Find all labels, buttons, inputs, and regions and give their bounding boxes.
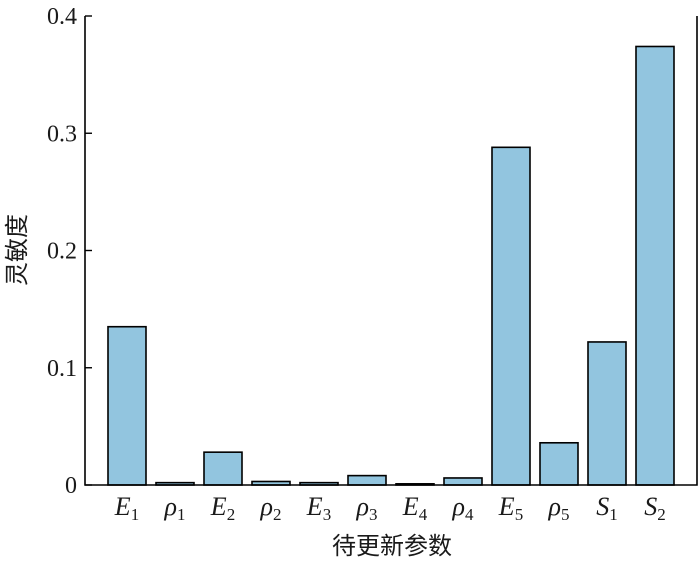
bar-E5 bbox=[491, 146, 531, 486]
x-tick-label: S1 bbox=[596, 492, 618, 524]
y-axis-ticks: 0 0.1 0.2 0.3 0.4 bbox=[47, 4, 92, 499]
x-axis-title: 待更新参数 bbox=[332, 532, 452, 560]
x-tick-label: ρ1 bbox=[164, 492, 186, 524]
y-tick-label: 0.2 bbox=[47, 239, 77, 265]
axes-frame bbox=[84, 16, 698, 486]
x-tick-label: E3 bbox=[306, 492, 331, 524]
bar-ρ4 bbox=[443, 477, 483, 486]
bar-S1 bbox=[587, 341, 627, 486]
bars bbox=[107, 45, 675, 486]
x-tick-label: E4 bbox=[402, 492, 428, 524]
x-tick-label: ρ3 bbox=[356, 492, 378, 524]
x-tick-label: E5 bbox=[498, 492, 523, 524]
bar-S2 bbox=[635, 45, 675, 486]
y-axis-title: 灵敏度 bbox=[3, 214, 31, 286]
x-tick-label: ρ4 bbox=[452, 492, 474, 524]
x-tick-label: ρ2 bbox=[260, 492, 282, 524]
x-tick-label: ρ5 bbox=[548, 492, 570, 524]
x-tick-label: E1 bbox=[114, 492, 139, 524]
x-tick-label: S2 bbox=[644, 492, 666, 524]
bar-ρ5 bbox=[539, 441, 579, 486]
y-tick-label: 0 bbox=[65, 473, 77, 499]
y-tick-label: 0.4 bbox=[47, 4, 77, 30]
y-tick-label: 0.3 bbox=[47, 121, 77, 147]
x-axis-ticks: E1 ρ1 E2 ρ2 E3 ρ3 E4 ρ4 E5 ρ5 S1 S2 bbox=[114, 492, 666, 524]
bar-E2 bbox=[203, 451, 243, 486]
y-tick-label: 0.1 bbox=[47, 356, 77, 382]
bar-E1 bbox=[107, 325, 147, 486]
bar-ρ3 bbox=[347, 474, 387, 486]
x-tick-label: E2 bbox=[210, 492, 235, 524]
